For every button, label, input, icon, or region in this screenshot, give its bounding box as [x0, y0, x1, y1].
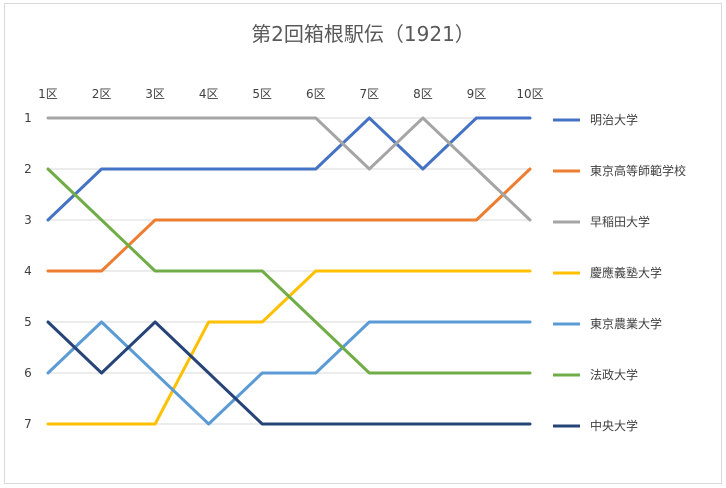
chart-title: 第2回箱根駅伝（1921）: [251, 22, 475, 46]
y-tick-label: 6: [24, 366, 32, 380]
x-tick-label: 8区: [413, 87, 433, 101]
legend-entry: 明治大学: [553, 112, 638, 127]
x-tick-label: 9区: [467, 87, 487, 101]
y-tick-label: 4: [24, 264, 32, 278]
x-tick-label: 4区: [199, 87, 219, 101]
series-line-6: [46, 167, 532, 375]
y-tick-labels: 1 2 3 4 5 6 7: [24, 111, 32, 431]
legend-entry: 法政大学: [553, 367, 638, 382]
legend-entry: 早稲田大学: [553, 214, 650, 229]
series-lines: [46, 116, 532, 426]
legend-label: 慶應義塾大学: [590, 265, 662, 280]
x-tick-label: 7区: [360, 87, 380, 101]
x-tick-label: 1区: [38, 87, 58, 101]
legend-entry: 東京農業大学: [553, 316, 662, 331]
chart-frame: [4, 3, 722, 484]
legend-label: 東京高等師範学校: [590, 163, 686, 178]
legend-label: 東京農業大学: [590, 316, 662, 331]
series-line-7: [46, 320, 532, 426]
legend-label: 中央大学: [590, 418, 638, 433]
x-tick-label: 3区: [145, 87, 165, 101]
x-tick-label: 5区: [252, 87, 272, 101]
y-tick-label: 5: [24, 315, 32, 329]
series-line-4: [46, 269, 532, 426]
x-tick-labels: 1区 2区 3区 4区 5区 6区 7区 8区 9区 10区: [38, 87, 543, 101]
y-tick-label: 7: [24, 417, 32, 431]
x-tick-label: 6区: [306, 87, 326, 101]
legend-entry: 慶應義塾大学: [553, 265, 662, 280]
x-tick-label: 10区: [516, 87, 543, 101]
legend-label: 法政大学: [590, 367, 638, 382]
y-tick-label: 3: [24, 213, 32, 227]
y-tick-label: 2: [24, 162, 32, 176]
y-tick-label: 1: [24, 111, 32, 125]
x-tick-label: 2区: [92, 87, 112, 101]
legend-label: 明治大学: [590, 112, 638, 127]
series-line-3: [46, 116, 532, 222]
legend-entry: 中央大学: [553, 418, 638, 433]
legend-label: 早稲田大学: [590, 214, 650, 229]
legend-entry: 東京高等師範学校: [553, 163, 686, 178]
